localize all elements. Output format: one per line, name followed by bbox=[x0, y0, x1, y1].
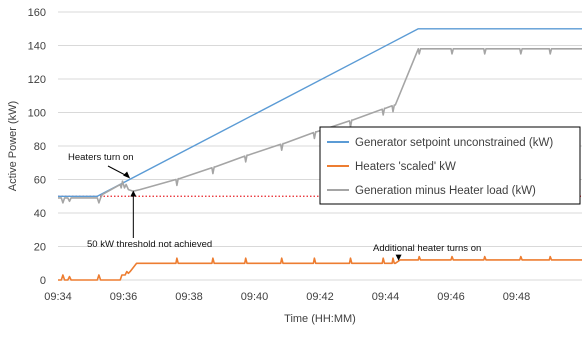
annotation-additional-heater: Additional heater turns on bbox=[373, 243, 481, 254]
x-tick-label: 09:44 bbox=[372, 291, 400, 303]
legend-label: Generation minus Heater load (kW) bbox=[355, 185, 536, 197]
legend-label: Generator setpoint unconstrained (kW) bbox=[355, 137, 553, 149]
x-tick-label: 09:42 bbox=[306, 291, 334, 303]
x-tick-label: 09:48 bbox=[503, 291, 531, 303]
y-tick-label: 140 bbox=[28, 41, 46, 53]
annotation-arrow-head bbox=[395, 254, 402, 261]
series-line-3 bbox=[58, 47, 582, 204]
series-line-2 bbox=[58, 255, 582, 281]
x-axis-title: Time (HH:MM) bbox=[284, 313, 356, 325]
y-tick-label: 120 bbox=[28, 74, 46, 86]
y-tick-label: 80 bbox=[34, 141, 46, 153]
y-tick-label: 40 bbox=[34, 208, 46, 220]
x-tick-label: 09:46 bbox=[437, 291, 465, 303]
y-axis-title: Active Power (kW) bbox=[7, 101, 19, 191]
legend-label: Heaters 'scaled' kW bbox=[355, 161, 456, 173]
x-tick-label: 09:36 bbox=[110, 291, 138, 303]
annotation-arrow-head bbox=[130, 190, 137, 197]
x-tick-label: 09:38 bbox=[175, 291, 203, 303]
annotation-heaters-turn-on: Heaters turn on bbox=[68, 152, 133, 163]
y-tick-label: 100 bbox=[28, 108, 46, 120]
annotation-arrow-head bbox=[123, 171, 131, 179]
y-tick-label: 0 bbox=[40, 275, 46, 287]
y-tick-label: 20 bbox=[34, 242, 46, 254]
y-tick-label: 160 bbox=[28, 7, 46, 19]
y-tick-label: 60 bbox=[34, 175, 46, 187]
series-line-1 bbox=[58, 28, 582, 198]
annotation-threshold-not-achieved: 50 kW threshold not achieved bbox=[87, 239, 212, 250]
legend-box bbox=[319, 126, 581, 205]
x-tick-label: 09:40 bbox=[241, 291, 269, 303]
x-tick-label: 09:34 bbox=[44, 291, 72, 303]
